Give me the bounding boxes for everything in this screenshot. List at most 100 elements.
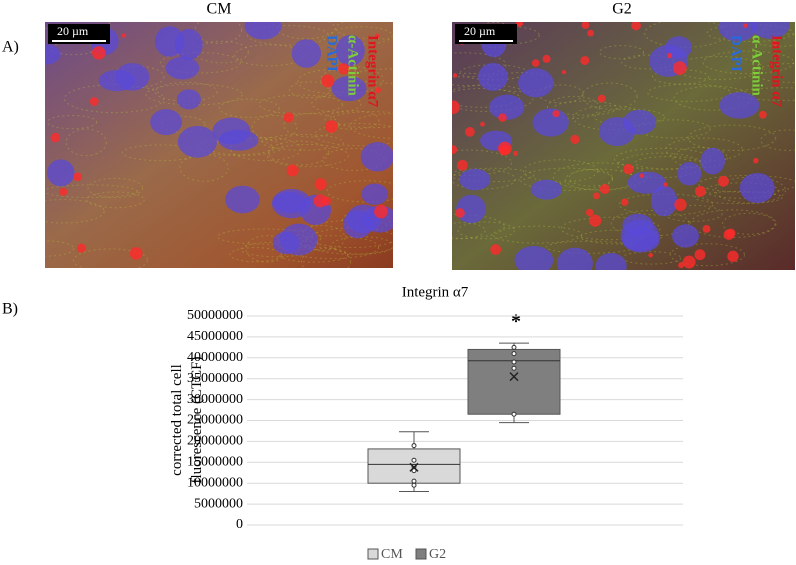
striation — [329, 26, 393, 45]
scale-bar-box — [48, 24, 110, 44]
stain-spot — [772, 40, 778, 46]
striation — [760, 129, 795, 151]
stain-spot — [452, 100, 460, 114]
stain-spot — [374, 204, 388, 219]
striation — [581, 82, 638, 110]
legend-label: G2 — [429, 547, 446, 562]
stain-spot — [589, 214, 602, 227]
legend-swatch — [415, 548, 427, 560]
stain-label: α-Actinin — [345, 35, 361, 97]
legend-swatch — [367, 548, 379, 560]
stain-spot — [695, 186, 706, 197]
data-point — [511, 344, 517, 350]
stain-spot — [73, 172, 82, 182]
micrograph-cells — [45, 22, 393, 268]
stain-spot — [321, 74, 335, 88]
nucleus — [244, 22, 282, 40]
y-tick-label: 50000000 — [187, 308, 243, 323]
striation — [519, 167, 614, 191]
striation — [335, 22, 393, 40]
nucleus — [672, 224, 699, 248]
striation — [283, 112, 340, 138]
nucleus — [272, 231, 300, 255]
striation — [251, 114, 298, 141]
stain-spot — [743, 23, 748, 28]
striation — [197, 137, 284, 157]
nucleus — [343, 210, 373, 239]
stain-spot — [581, 22, 590, 30]
striation — [289, 81, 331, 99]
stain-spot — [570, 134, 580, 145]
striation — [160, 52, 241, 74]
nucleus — [459, 168, 491, 191]
striation — [297, 224, 346, 251]
nucleus — [478, 63, 508, 91]
stain-spot — [513, 150, 519, 156]
striation — [266, 143, 349, 168]
stain-spot — [314, 178, 327, 191]
striation — [752, 63, 795, 83]
striation — [452, 84, 534, 112]
stain-spot — [587, 29, 594, 37]
data-point — [411, 482, 417, 488]
stain-spot — [542, 54, 551, 63]
y-tick-label: 40000000 — [187, 350, 243, 365]
stain-spot — [76, 243, 86, 253]
stain-spot — [499, 144, 510, 156]
y-tick-label: 45000000 — [187, 329, 243, 344]
nucleus — [331, 75, 367, 102]
nucleus — [620, 219, 660, 251]
stain-spot — [456, 159, 468, 171]
stain-spot — [374, 87, 381, 94]
data-point — [511, 351, 517, 357]
nucleus — [718, 22, 757, 42]
striation — [268, 140, 330, 166]
striation — [330, 111, 393, 129]
stain-spot — [121, 33, 127, 38]
stain-spot — [753, 157, 759, 164]
stain-spot — [531, 59, 540, 67]
scale-bar-label: 20 µm — [57, 24, 89, 38]
striation — [45, 240, 75, 257]
stain-spot — [597, 94, 606, 103]
striation — [694, 190, 783, 205]
striation — [324, 110, 380, 130]
stain-spot — [621, 198, 629, 206]
striation — [314, 123, 393, 147]
data-point — [511, 359, 517, 365]
nucleus — [719, 92, 760, 119]
y-tick-label: 10000000 — [187, 475, 243, 490]
stain-spot — [59, 187, 68, 196]
stain-spot — [490, 244, 502, 255]
stain-spot — [702, 224, 711, 233]
y-tick-label: 25000000 — [187, 413, 243, 428]
striation — [594, 108, 666, 126]
striation — [579, 229, 662, 245]
nucleus — [532, 108, 569, 137]
y-tick-label: 5000000 — [194, 496, 243, 511]
data-point — [411, 478, 417, 484]
stain-spot — [718, 175, 729, 187]
striation — [87, 177, 144, 199]
striation — [452, 213, 505, 240]
stain-spot — [89, 97, 99, 106]
striation — [722, 212, 776, 235]
striation — [160, 116, 206, 133]
striation — [65, 128, 107, 157]
y-axis-label: corrected total cell fluorescence (CTCF) — [169, 356, 205, 483]
nucleus — [665, 36, 693, 59]
box — [467, 348, 561, 415]
nucleus — [530, 179, 563, 200]
striation — [73, 248, 148, 268]
stain-spot — [321, 196, 331, 206]
nucleus — [360, 142, 393, 172]
stain-spot — [518, 22, 524, 26]
stain-spot — [561, 69, 567, 75]
data-point — [411, 468, 417, 474]
stain-spot — [374, 33, 380, 39]
nucleus — [115, 63, 150, 91]
stain-spot — [592, 192, 600, 200]
striation — [689, 209, 777, 238]
striation — [452, 149, 513, 176]
striation — [230, 136, 302, 162]
